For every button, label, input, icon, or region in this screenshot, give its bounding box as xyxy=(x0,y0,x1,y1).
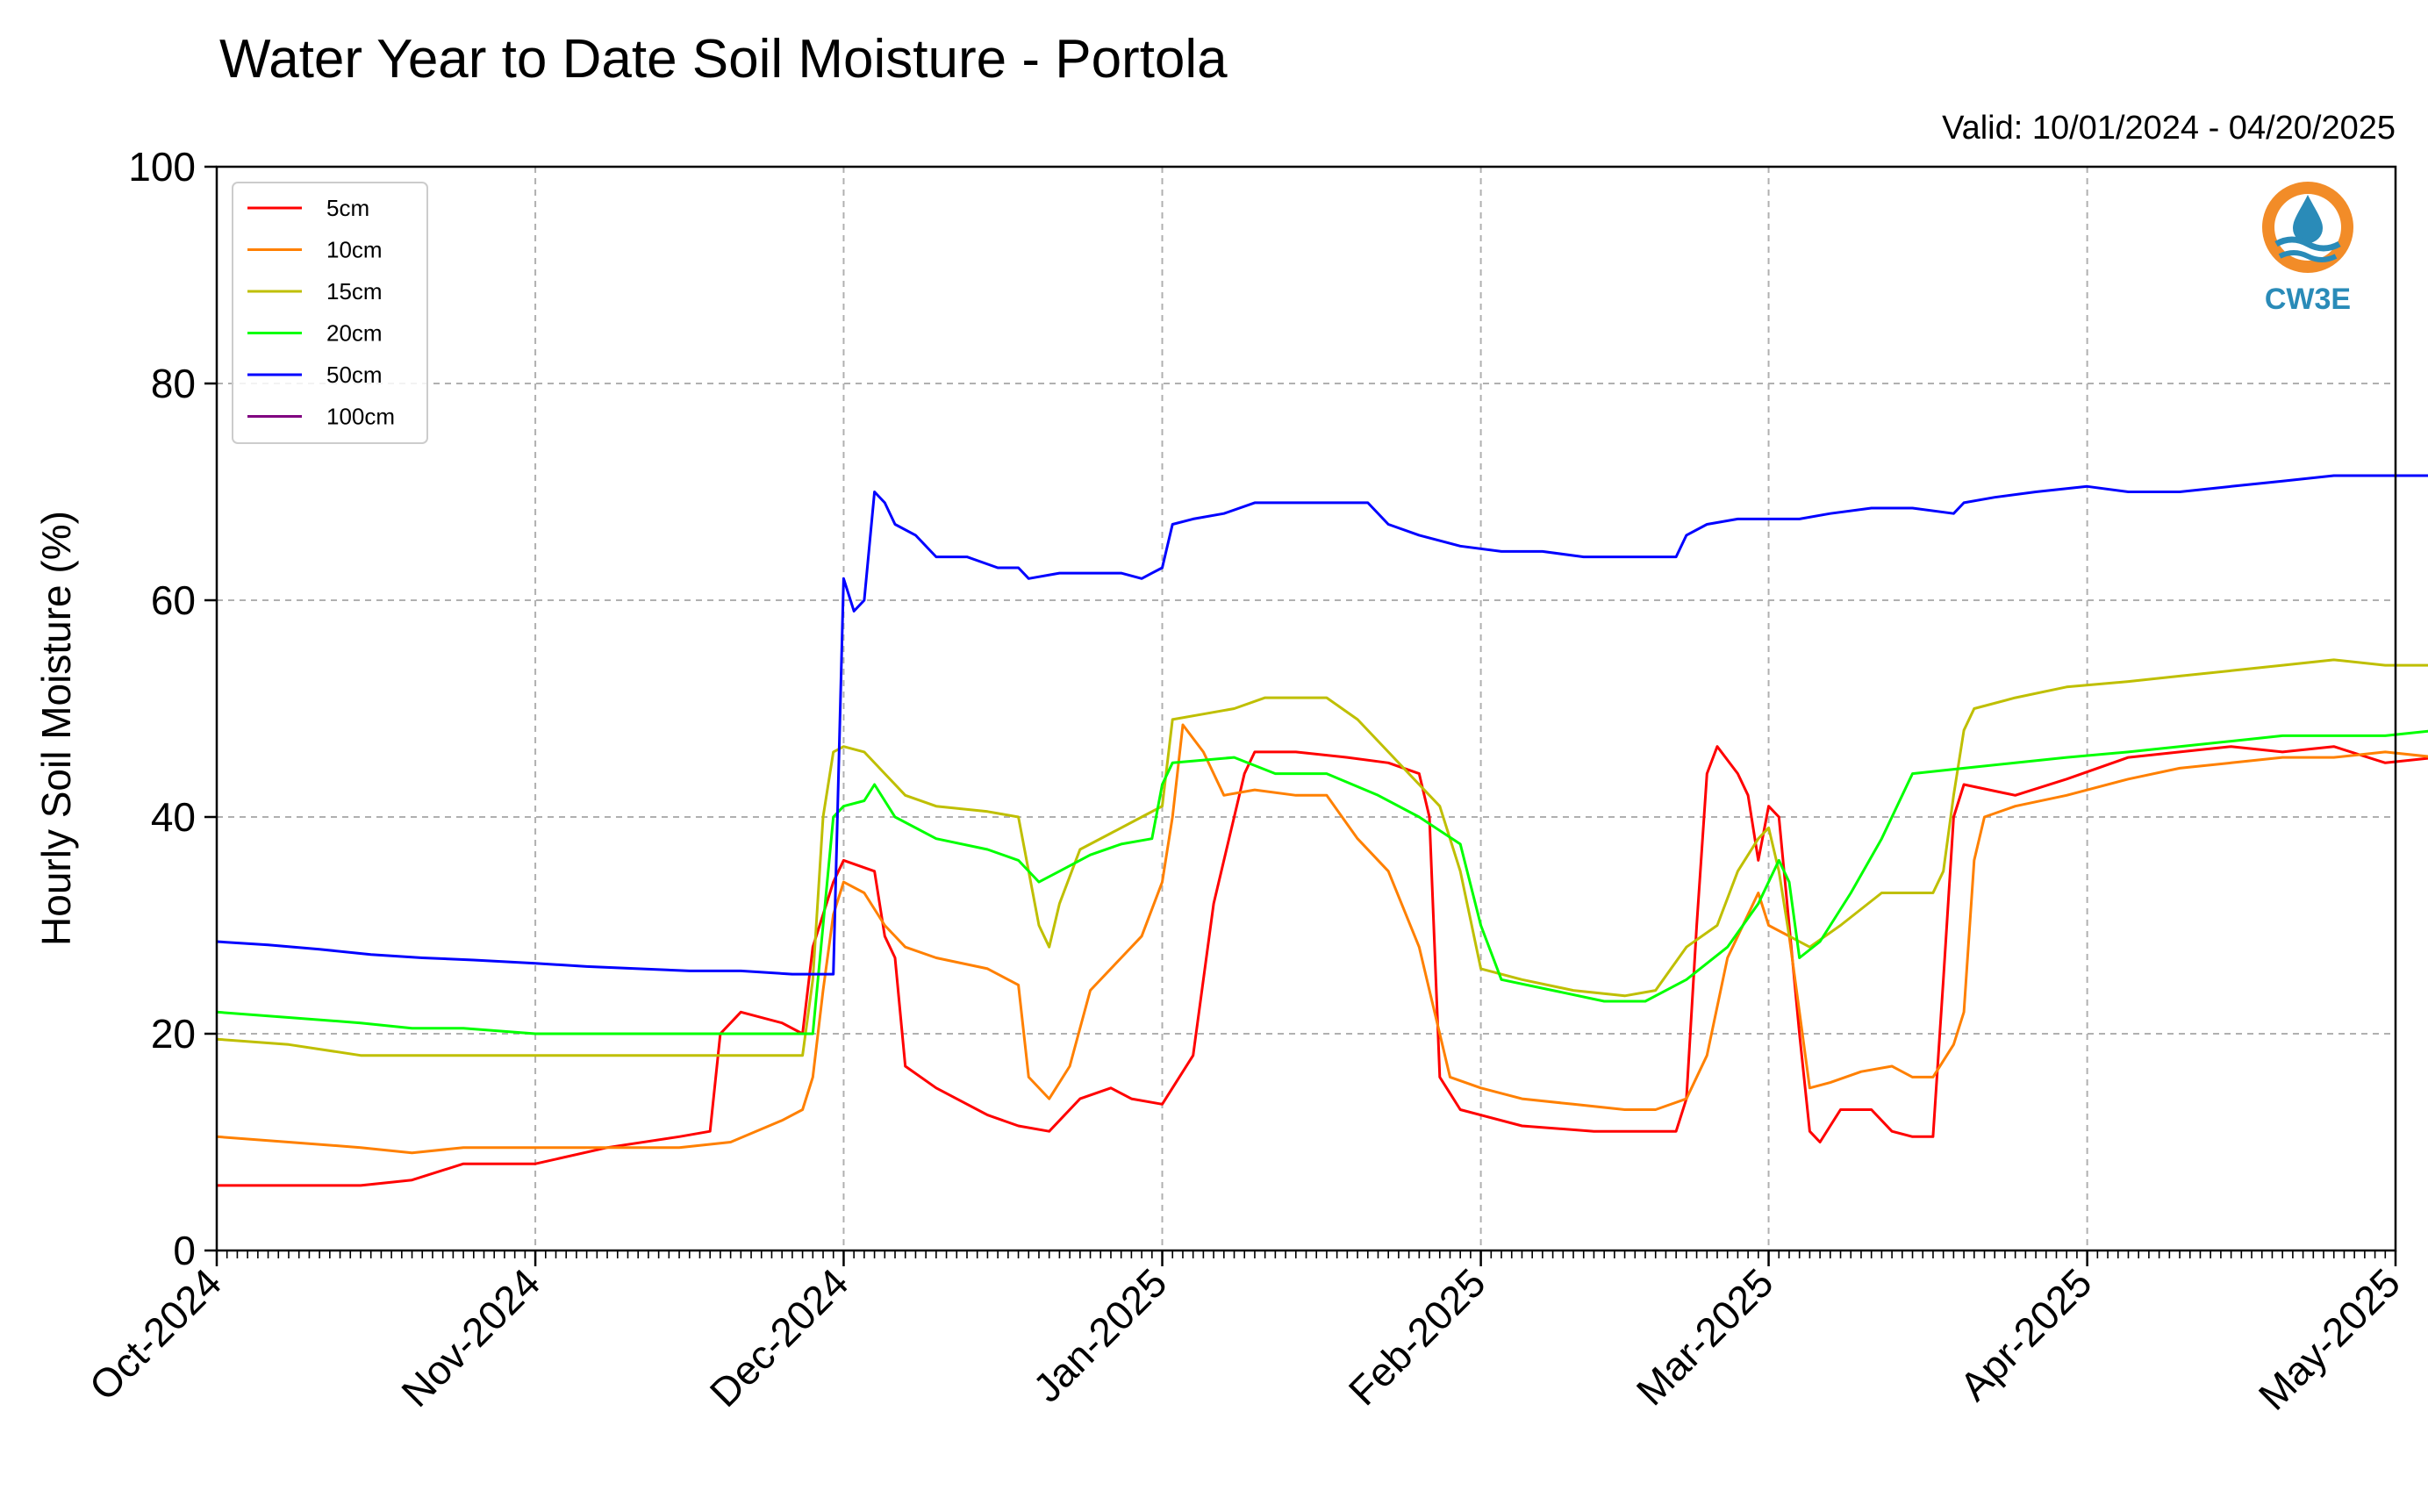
logo-wave-icon-lower xyxy=(2278,250,2338,262)
y-tick-label: 100 xyxy=(128,144,196,190)
series-line-10cm xyxy=(216,723,2428,1155)
series-line-15cm xyxy=(216,658,2428,1057)
legend-label-10cm: 10cm xyxy=(326,237,383,263)
logo-drop-icon xyxy=(2293,195,2323,243)
y-tick-label: 40 xyxy=(151,794,196,840)
legend: 5cm 10cm 15cm 20cm 50cm 100cm xyxy=(232,182,428,444)
plot-frame xyxy=(215,165,2397,1252)
grid-layer xyxy=(217,167,2396,1250)
logo-wave-icon xyxy=(2274,236,2341,252)
legend-label-20cm: 20cm xyxy=(326,320,383,347)
y-tick-label: 60 xyxy=(151,577,196,623)
y-axis-label: Hourly Soil Moisture (%) xyxy=(33,511,79,946)
legend-label-50cm: 50cm xyxy=(326,362,383,388)
series-line-5cm xyxy=(217,745,2428,1187)
series-line-50cm xyxy=(216,474,2428,976)
valid-range: Valid: 10/01/2024 - 04/20/2025 xyxy=(1942,110,2396,147)
chart-title: Water Year to Date Soil Moisture - Porto… xyxy=(219,29,1228,90)
legend-label-15cm: 15cm xyxy=(326,278,383,305)
legend-label-5cm: 5cm xyxy=(326,195,369,221)
series-layer xyxy=(216,474,2428,1187)
legend-frame xyxy=(232,182,428,444)
y-tick-label: 0 xyxy=(173,1228,196,1273)
y-tick-label: 80 xyxy=(151,361,196,406)
series-line-20cm xyxy=(216,729,2428,1035)
logo-text: CW3E xyxy=(2265,283,2351,316)
y-tick-label: 20 xyxy=(151,1011,196,1057)
cw3e-logo: CW3E xyxy=(2262,182,2353,316)
legend-items: 5cm 10cm 15cm 20cm 50cm 100cm xyxy=(247,195,395,430)
legend-label-100cm: 100cm xyxy=(326,404,395,430)
